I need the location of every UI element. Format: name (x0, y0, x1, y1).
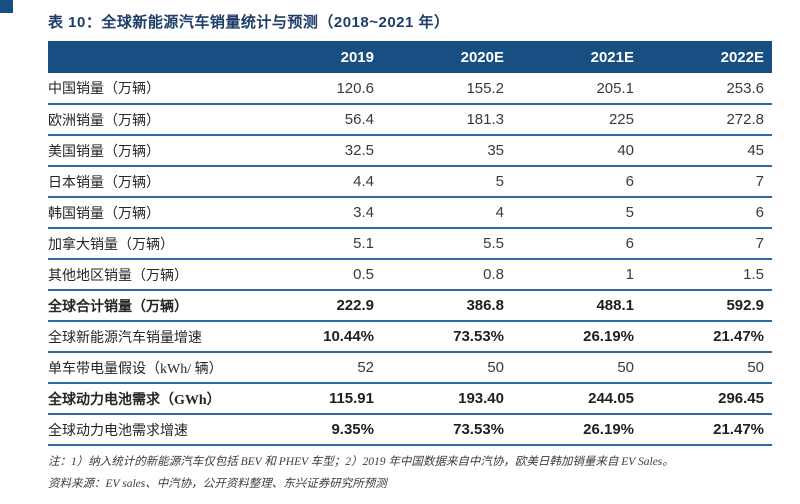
cell-value: 0.5 (252, 259, 382, 291)
header-cell-2020e: 2020E (382, 41, 512, 73)
cell-value: 5 (512, 197, 642, 229)
table-title: 表 10：全球新能源汽车销量统计与预测（2018~2021 年） (48, 14, 450, 31)
table-row: 日本销量（万辆） 4.4 5 6 7 (48, 166, 772, 198)
row-label: 单车带电量假设（kWh/ 辆） (48, 352, 252, 384)
cell-value: 73.53% (382, 321, 512, 353)
cell-value: 26.19% (512, 414, 642, 446)
footnote-text: 注：1）纳入统计的新能源汽车仅包括 BEV 和 PHEV 车型；2）2019 年… (48, 456, 674, 468)
cell-value: 296.45 (642, 383, 772, 415)
table-row: 欧洲销量（万辆） 56.4 181.3 225 272.8 (48, 104, 772, 136)
cell-value: 5.1 (252, 228, 382, 260)
cell-value: 244.05 (512, 383, 642, 415)
cell-value: 5.5 (382, 228, 512, 260)
page-corner-marker (0, 0, 13, 13)
row-label: 韩国销量（万辆） (48, 197, 252, 229)
cell-value: 56.4 (252, 104, 382, 136)
cell-value: 50 (382, 352, 512, 384)
cell-value: 193.40 (382, 383, 512, 415)
table-row: 加拿大销量（万辆） 5.1 5.5 6 7 (48, 228, 772, 260)
header-cell-2019: 2019 (252, 41, 382, 73)
cell-value: 272.8 (642, 104, 772, 136)
cell-value: 181.3 (382, 104, 512, 136)
cell-value: 120.6 (252, 73, 382, 105)
cell-value: 592.9 (642, 290, 772, 322)
cell-value: 3.4 (252, 197, 382, 229)
cell-value: 155.2 (382, 73, 512, 105)
cell-value: 4.4 (252, 166, 382, 198)
row-label: 全球合计销量（万辆） (48, 290, 252, 322)
header-row: 2019 2020E 2021E 2022E (48, 41, 772, 73)
cell-value: 21.47% (642, 414, 772, 446)
cell-value: 10.44% (252, 321, 382, 353)
cell-value: 488.1 (512, 290, 642, 322)
cell-value: 52 (252, 352, 382, 384)
nev-sales-table: 2019 2020E 2021E 2022E 中国销量（万辆） 120.6 15… (48, 41, 772, 446)
table-row: 全球合计销量（万辆） 222.9 386.8 488.1 592.9 (48, 290, 772, 322)
table-row: 韩国销量（万辆） 3.4 4 5 6 (48, 197, 772, 229)
header-cell-blank (48, 41, 252, 73)
table-row: 美国销量（万辆） 32.5 35 40 45 (48, 135, 772, 167)
cell-value: 205.1 (512, 73, 642, 105)
row-label: 日本销量（万辆） (48, 166, 252, 198)
table-row: 全球新能源汽车销量增速 10.44% 73.53% 26.19% 21.47% (48, 321, 772, 353)
cell-value: 7 (642, 228, 772, 260)
cell-value: 222.9 (252, 290, 382, 322)
row-label: 加拿大销量（万辆） (48, 228, 252, 260)
cell-value: 40 (512, 135, 642, 167)
table-header: 2019 2020E 2021E 2022E (48, 41, 772, 73)
cell-value: 50 (642, 352, 772, 384)
cell-value: 1 (512, 259, 642, 291)
cell-value: 225 (512, 104, 642, 136)
cell-value: 1.5 (642, 259, 772, 291)
cell-value: 115.91 (252, 383, 382, 415)
cell-value: 26.19% (512, 321, 642, 353)
table-body: 中国销量（万辆） 120.6 155.2 205.1 253.6 欧洲销量（万辆… (48, 73, 772, 446)
cell-value: 50 (512, 352, 642, 384)
row-label: 美国销量（万辆） (48, 135, 252, 167)
row-label: 全球动力电池需求增速 (48, 414, 252, 446)
row-label: 其他地区销量（万辆） (48, 259, 252, 291)
row-label: 中国销量（万辆） (48, 73, 252, 105)
source-text: 资料来源：EV sales、中汽协，公开资料整理、东兴证券研究所预测 (48, 477, 387, 490)
report-table-section: 表 10：全球新能源汽车销量统计与预测（2018~2021 年） 2019 20… (48, 0, 772, 496)
cell-value: 6 (642, 197, 772, 229)
cell-value: 21.47% (642, 321, 772, 353)
row-label: 全球动力电池需求（GWh） (48, 383, 252, 415)
table-row: 中国销量（万辆） 120.6 155.2 205.1 253.6 (48, 73, 772, 105)
cell-value: 0.8 (382, 259, 512, 291)
table-row: 其他地区销量（万辆） 0.5 0.8 1 1.5 (48, 259, 772, 291)
cell-value: 386.8 (382, 290, 512, 322)
cell-value: 7 (642, 166, 772, 198)
cell-value: 35 (382, 135, 512, 167)
cell-value: 5 (382, 166, 512, 198)
table-row: 单车带电量假设（kWh/ 辆） 52 50 50 50 (48, 352, 772, 384)
cell-value: 253.6 (642, 73, 772, 105)
cell-value: 6 (512, 166, 642, 198)
row-label: 欧洲销量（万辆） (48, 104, 252, 136)
table-row: 全球动力电池需求增速 9.35% 73.53% 26.19% 21.47% (48, 414, 772, 446)
cell-value: 73.53% (382, 414, 512, 446)
header-cell-2022e: 2022E (642, 41, 772, 73)
row-label: 全球新能源汽车销量增速 (48, 321, 252, 353)
table-footnotes: 注：1）纳入统计的新能源汽车仅包括 BEV 和 PHEV 车型；2）2019 年… (48, 452, 772, 496)
cell-value: 9.35% (252, 414, 382, 446)
cell-value: 4 (382, 197, 512, 229)
cell-value: 6 (512, 228, 642, 260)
cell-value: 32.5 (252, 135, 382, 167)
header-cell-2021e: 2021E (512, 41, 642, 73)
table-row: 全球动力电池需求（GWh） 115.91 193.40 244.05 296.4… (48, 383, 772, 415)
cell-value: 45 (642, 135, 772, 167)
